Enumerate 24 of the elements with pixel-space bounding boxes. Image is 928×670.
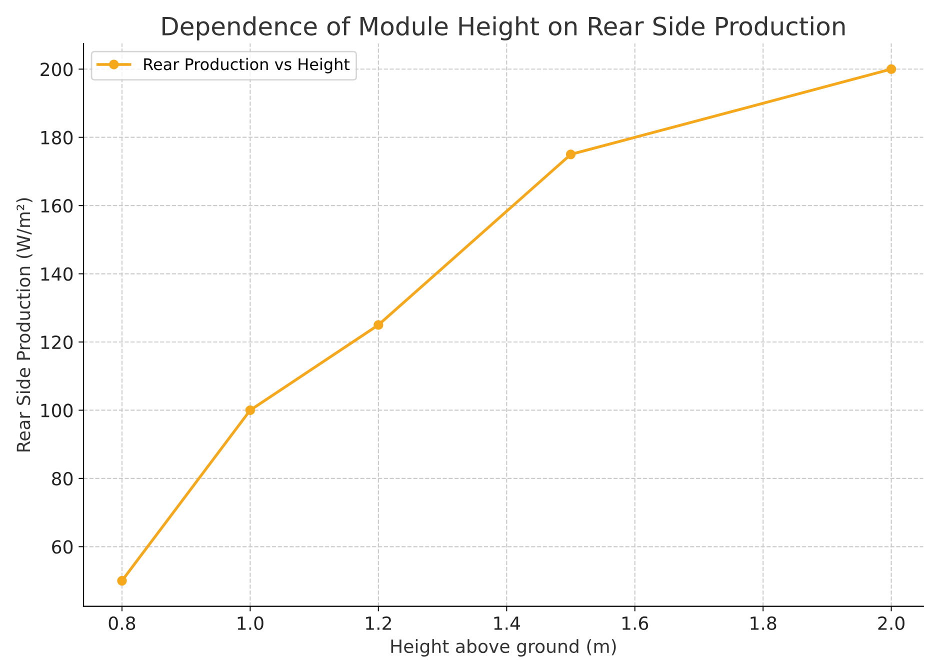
x-axis-title: Height above ground (m) (391, 639, 616, 657)
x-tick-label: 1.0 (238, 616, 264, 630)
x-tick-label: 1.2 (366, 616, 391, 630)
y-tick-label: 160 (41, 199, 73, 213)
y-tick-label: 100 (41, 404, 73, 418)
point (117, 576, 127, 586)
point (566, 150, 576, 160)
y-tick-label: 140 (41, 267, 73, 281)
point (886, 64, 896, 74)
y-axis-title: Rear Side Production (W/m²) (16, 198, 32, 452)
legend-label: Rear Production vs Height (144, 58, 350, 74)
y-tick-label: 180 (41, 130, 73, 144)
chart-title: Dependence of Module Height on Rear Side Production (162, 16, 845, 40)
y-tick-label: 120 (41, 335, 73, 350)
x-tick-label: 1.6 (622, 616, 648, 630)
x-tick-label: 2.0 (878, 616, 904, 630)
y-tick-label: 60 (52, 540, 73, 554)
point (245, 405, 256, 416)
y-tick-label: 80 (52, 472, 73, 486)
y-tick-label: 200 (40, 62, 73, 76)
x-tick-label: 1.8 (750, 616, 776, 630)
x-tick-label: 0.8 (108, 616, 136, 630)
point (374, 320, 384, 330)
x-tick-label: 1.4 (494, 616, 520, 630)
